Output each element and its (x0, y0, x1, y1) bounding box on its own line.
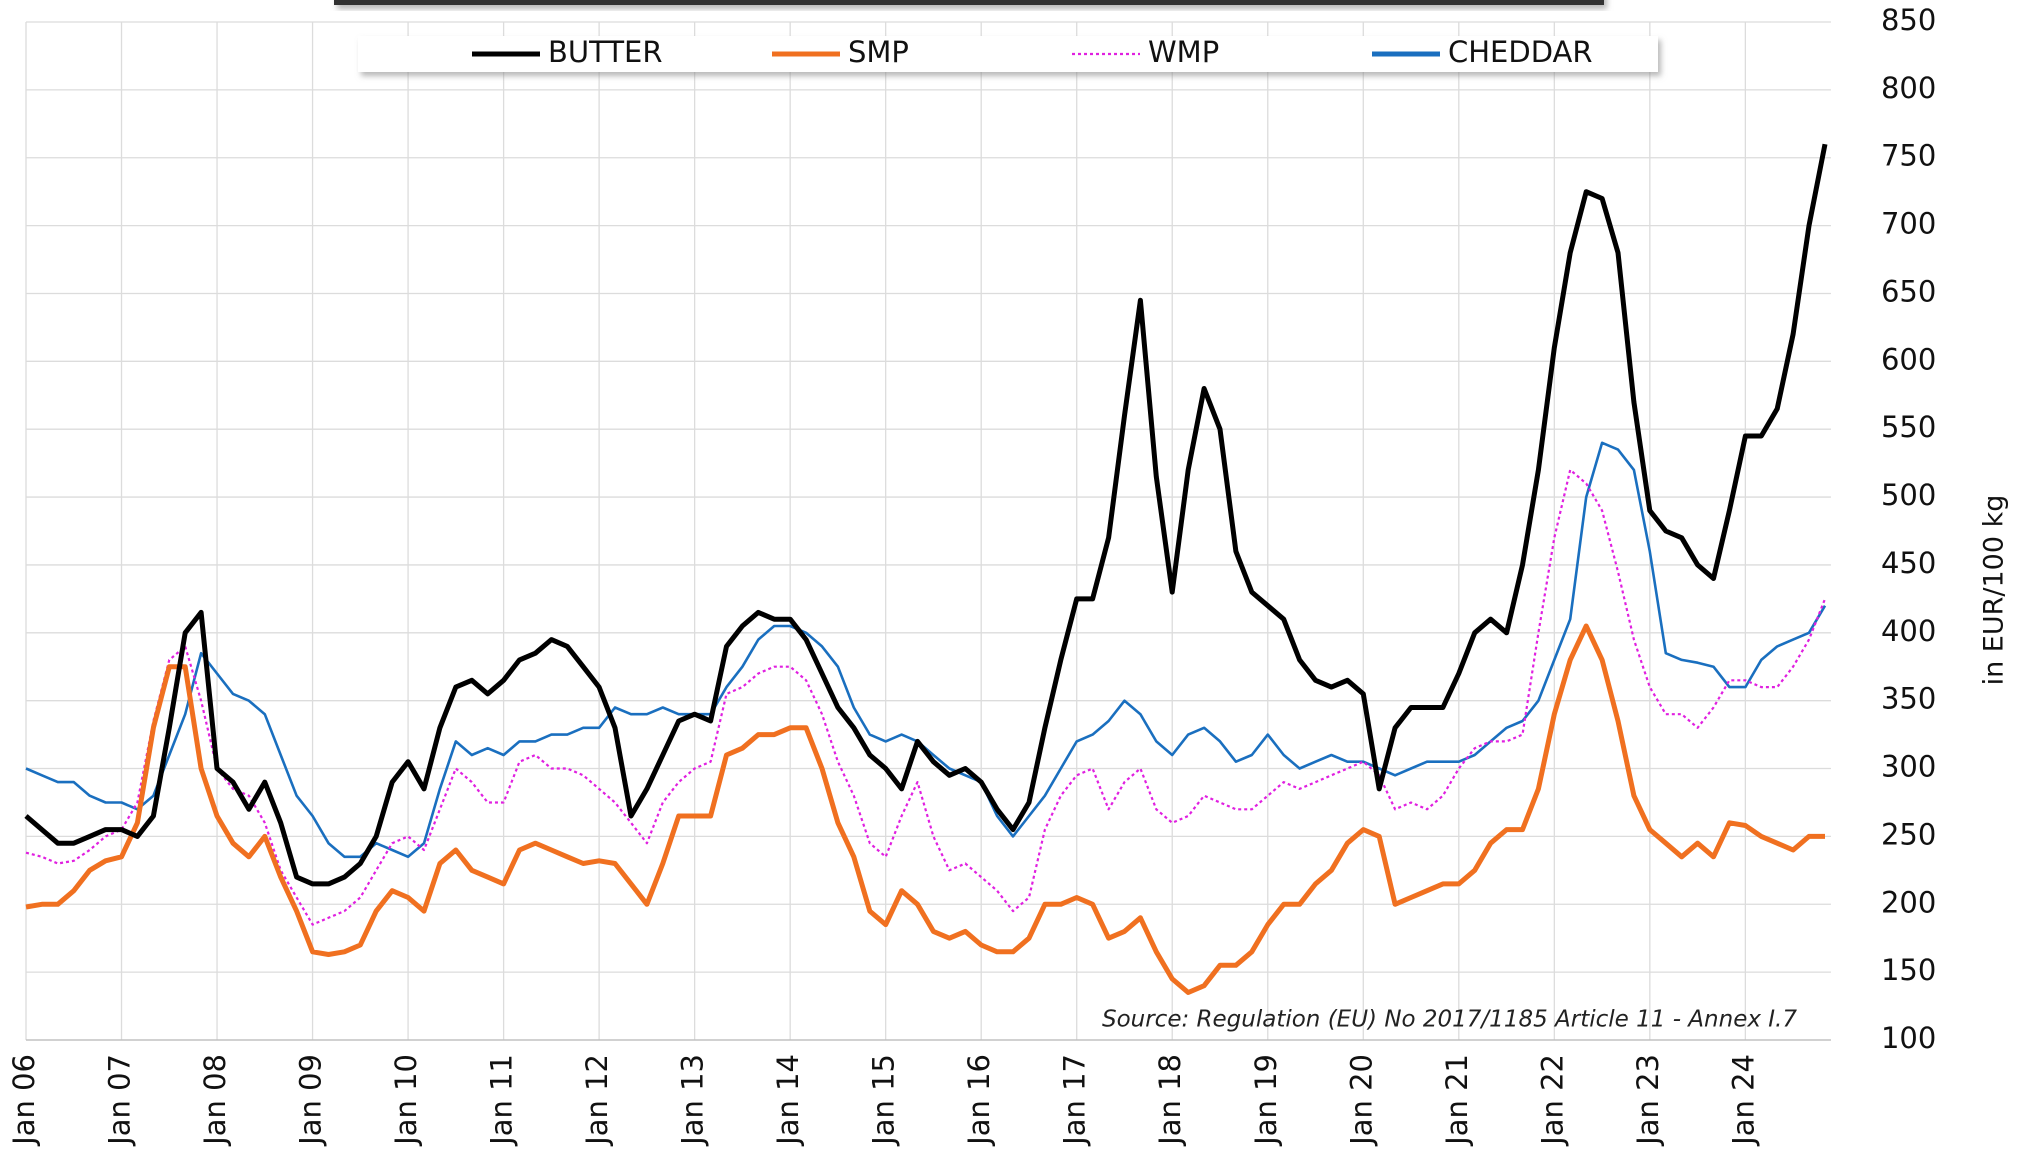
x-tick-label: Jan 23 (1631, 1054, 1665, 1147)
y-tick-label: 300 (1881, 750, 1936, 784)
legend-label: WMP (1148, 35, 1219, 69)
y-tick-label: 650 (1881, 274, 1936, 308)
y-tick-label: 750 (1881, 139, 1936, 173)
series-line (25, 468, 1827, 926)
y-tick-label: 800 (1881, 71, 1936, 105)
y-tick-label: 400 (1881, 614, 1936, 648)
x-tick-label: Jan 16 (962, 1054, 996, 1147)
x-tick-label: Jan 15 (867, 1054, 901, 1147)
legend-label: SMP (848, 35, 909, 69)
series-line (25, 441, 1827, 859)
x-tick-label: Jan 06 (7, 1054, 41, 1147)
legend-label: BUTTER (548, 35, 663, 69)
x-tick-label: Jan 22 (1535, 1054, 1569, 1147)
x-tick-label: Jan 10 (389, 1054, 423, 1147)
x-tick-label: Jan 13 (676, 1054, 710, 1147)
series-line (24, 143, 1828, 887)
x-tick-label: Jan 11 (485, 1054, 519, 1147)
y-tick-label: 600 (1881, 342, 1936, 376)
y-axis-title: in EUR/100 kg (1979, 495, 2010, 686)
y-tick-label: 150 (1881, 953, 1936, 987)
header-bar (334, 0, 1604, 5)
y-tick-label: 100 (1881, 1021, 1936, 1055)
x-tick-label: Jan 24 (1726, 1054, 1760, 1147)
y-tick-label: 450 (1881, 546, 1936, 580)
legend-label: CHEDDAR (1448, 35, 1593, 69)
x-tick-label: Jan 18 (1153, 1054, 1187, 1147)
plot-lines (24, 143, 1828, 995)
source-note: Source: Regulation (EU) No 2017/1185 Art… (1102, 1007, 1797, 1033)
y-tick-label: 200 (1881, 885, 1936, 919)
x-tick-label: Jan 21 (1440, 1054, 1474, 1147)
x-tick-label: Jan 14 (771, 1054, 805, 1147)
legend: BUTTER SMP WMP CHEDDAR (472, 35, 1593, 69)
x-tick-label: Jan 09 (294, 1054, 328, 1147)
y-tick-label: 350 (1881, 682, 1936, 716)
y-tick-label: 550 (1881, 410, 1936, 444)
grid: 100 150 200 250 300 350 400 450 500 550 600 650 700 7… (7, 3, 1936, 1147)
x-tick-label: Jan 20 (1344, 1054, 1378, 1147)
x-tick-label: Jan 08 (198, 1054, 232, 1147)
x-tick-label: Jan 19 (1249, 1054, 1283, 1147)
series-line (25, 623, 1825, 995)
y-tick-label: 700 (1881, 207, 1936, 241)
y-tick-label: 850 (1881, 3, 1936, 37)
y-tick-label: 250 (1881, 817, 1936, 851)
x-tick-label: Jan 12 (580, 1054, 614, 1147)
legend-box (358, 36, 1658, 72)
x-tick-label: Jan 17 (1058, 1054, 1092, 1147)
y-tick-label: 500 (1881, 478, 1936, 512)
x-tick-label: Jan 07 (103, 1054, 137, 1147)
